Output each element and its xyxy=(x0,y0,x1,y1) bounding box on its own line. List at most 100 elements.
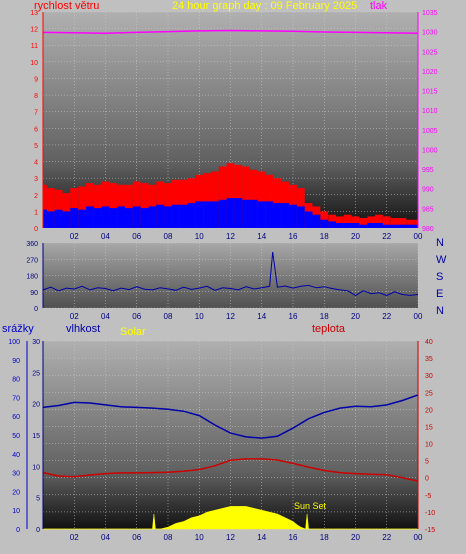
series-gust-bar xyxy=(320,219,329,228)
wind-axis-label: rychlost větru xyxy=(34,0,99,12)
y-tick-label: 8 xyxy=(34,93,38,100)
y-tick-label: 5 xyxy=(36,496,40,503)
y-tick-label: 25 xyxy=(32,370,40,377)
climate-x-ticks: 02 04 06 08 10 12 14 16 18 20 22 00 xyxy=(70,533,423,542)
series-gust-bar xyxy=(234,198,243,228)
series-direction-line xyxy=(42,251,419,296)
series-gust-bar xyxy=(86,206,94,228)
y-tick-label: 270 xyxy=(26,257,38,264)
x-tick-label: 14 xyxy=(257,533,266,542)
series-gust-bar xyxy=(132,206,141,228)
series-wind-bar xyxy=(54,189,63,228)
x-tick-label: 06 xyxy=(132,232,141,241)
humidity-y-ticks: 0 5 10 15 20 25 30 xyxy=(32,339,40,534)
series-gust-bar xyxy=(242,199,250,228)
y-tick-label: 30 xyxy=(425,373,433,380)
rain-y-ticks: 0 10 20 30 40 50 60 70 80 90 100 xyxy=(8,339,20,534)
series-humidity-line xyxy=(42,394,419,439)
compass-label: N xyxy=(436,237,444,249)
series-gust-bar xyxy=(375,223,383,228)
series-gust-bar xyxy=(148,206,157,228)
y-tick-label: 0 xyxy=(16,527,20,534)
x-tick-label: 20 xyxy=(351,232,360,241)
y-tick-label: 90 xyxy=(30,290,38,297)
series-gust-bar xyxy=(109,208,118,228)
y-tick-label: 40 xyxy=(12,452,20,459)
series-gust-bar xyxy=(156,204,165,228)
series-gust-bar xyxy=(359,224,368,228)
series-wind-bar xyxy=(398,218,407,228)
y-tick-label: -10 xyxy=(425,510,435,517)
wind-grid xyxy=(43,11,419,229)
series-wind-bar xyxy=(343,214,352,228)
compass-label: E xyxy=(436,288,443,300)
x-tick-label: 00 xyxy=(414,533,423,542)
series-wind-bar xyxy=(93,184,102,228)
series-wind-bar xyxy=(382,216,391,228)
y-tick-label: 1 xyxy=(34,209,38,216)
series-wind-bar xyxy=(125,184,133,228)
x-tick-label: 08 xyxy=(164,312,173,321)
x-tick-label: 14 xyxy=(257,232,266,241)
series-gust-bar xyxy=(273,203,282,228)
solar-label: Solar xyxy=(120,326,146,338)
series-gust-bar xyxy=(70,208,79,228)
direction-x-ticks: 02 04 06 08 10 12 14 16 18 20 22 00 xyxy=(70,312,423,321)
series-gust-bar xyxy=(257,201,266,228)
series-wind-bar xyxy=(328,214,336,228)
y-tick-label: 10 xyxy=(32,464,40,471)
series-wind-bar xyxy=(164,183,172,228)
series-gust-bar xyxy=(101,206,110,228)
y-tick-label: -5 xyxy=(425,493,431,500)
y-tick-label: 3 xyxy=(34,176,38,183)
series-wind-bar xyxy=(375,214,383,228)
series-gust-bar xyxy=(336,223,344,228)
y-tick-label: 10 xyxy=(30,60,38,67)
series-gust-bar xyxy=(54,209,63,228)
series-gust-bar xyxy=(226,198,235,228)
series-wind-bar xyxy=(234,164,243,228)
x-tick-label: 08 xyxy=(164,232,173,241)
y-tick-label: 1030 xyxy=(422,30,438,37)
compass-label: N xyxy=(436,305,444,317)
y-tick-label: 1005 xyxy=(422,128,438,135)
series-gust-bar xyxy=(43,209,47,228)
y-tick-label: 15 xyxy=(32,433,40,440)
series-wind-bar xyxy=(86,183,94,228)
y-tick-label: 1000 xyxy=(422,147,438,154)
series-wind-bar xyxy=(242,166,250,228)
series-gust-bar xyxy=(125,208,133,228)
y-tick-label: 5 xyxy=(425,459,429,466)
y-tick-label: 70 xyxy=(12,395,20,402)
x-tick-label: 00 xyxy=(414,232,423,241)
x-tick-label: 10 xyxy=(195,232,204,241)
series-wind-bar xyxy=(218,166,227,228)
series-gust-bar xyxy=(312,214,321,228)
y-tick-label: 4 xyxy=(34,160,38,167)
y-tick-label: 10 xyxy=(425,442,433,449)
x-tick-label: 10 xyxy=(195,533,204,542)
series-wind-bar xyxy=(101,181,110,228)
series-wind-bar xyxy=(179,179,188,228)
series-wind-bar xyxy=(78,186,86,228)
series-wind-bar xyxy=(351,216,360,228)
series-wind-bar xyxy=(132,181,141,228)
x-tick-label: 12 xyxy=(226,533,235,542)
x-tick-label: 08 xyxy=(164,533,173,542)
y-tick-label: 360 xyxy=(26,241,38,248)
y-tick-label: 0 xyxy=(36,527,40,534)
series-wind-bar xyxy=(109,183,118,228)
x-tick-label: 12 xyxy=(226,312,235,321)
y-tick-label: 80 xyxy=(12,377,20,384)
series-gust-bar xyxy=(203,201,211,228)
y-tick-label: 995 xyxy=(422,167,434,174)
series-wind-bar xyxy=(46,188,55,228)
series-gust-bar xyxy=(265,201,274,228)
y-tick-label: 20 xyxy=(12,489,20,496)
x-tick-label: 02 xyxy=(70,232,79,241)
y-tick-label: 1015 xyxy=(422,89,438,96)
x-tick-label: 14 xyxy=(257,312,266,321)
